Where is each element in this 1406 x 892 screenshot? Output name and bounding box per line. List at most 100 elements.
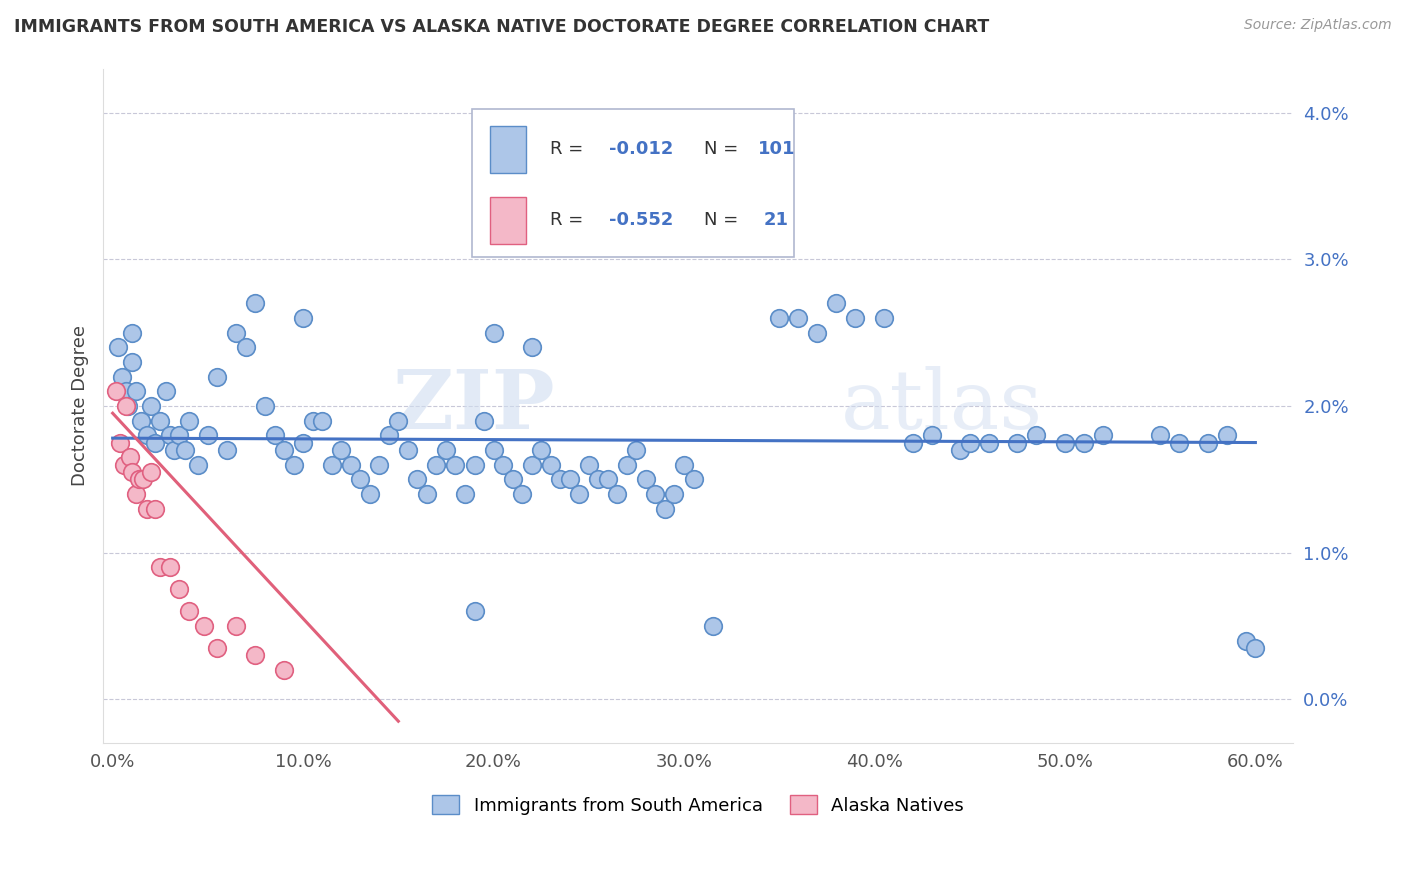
- Point: [416, 487, 439, 501]
- Point: [207, 640, 229, 655]
- Point: [454, 487, 477, 501]
- Point: [520, 458, 543, 472]
- Point: [193, 619, 215, 633]
- Point: [844, 310, 866, 325]
- Point: [548, 472, 571, 486]
- Point: [444, 458, 467, 472]
- Point: [1234, 633, 1257, 648]
- Text: 21: 21: [763, 211, 789, 229]
- Point: [283, 458, 305, 472]
- Point: [143, 435, 166, 450]
- Point: [1149, 428, 1171, 442]
- Point: [368, 458, 391, 472]
- Point: [159, 428, 181, 442]
- Point: [349, 472, 371, 486]
- Point: [463, 604, 485, 618]
- Point: [959, 435, 981, 450]
- Point: [740, 178, 762, 193]
- Point: [806, 326, 828, 340]
- Point: [463, 458, 485, 472]
- Point: [977, 435, 1000, 450]
- Point: [1244, 640, 1267, 655]
- Point: [1007, 435, 1029, 450]
- Point: [187, 458, 209, 472]
- Point: [197, 428, 219, 442]
- Point: [139, 399, 162, 413]
- Text: -0.012: -0.012: [609, 140, 673, 159]
- Point: [105, 384, 128, 399]
- Point: [136, 428, 159, 442]
- Point: [482, 326, 505, 340]
- Point: [672, 458, 695, 472]
- Point: [502, 472, 524, 486]
- Point: [112, 458, 135, 472]
- Point: [949, 442, 972, 457]
- Point: [107, 340, 129, 354]
- Point: [124, 487, 146, 501]
- Point: [121, 326, 143, 340]
- Point: [169, 428, 191, 442]
- Point: [730, 223, 752, 237]
- Point: [510, 487, 533, 501]
- Text: IMMIGRANTS FROM SOUTH AMERICA VS ALASKA NATIVE DOCTORATE DEGREE CORRELATION CHAR: IMMIGRANTS FROM SOUTH AMERICA VS ALASKA …: [14, 18, 990, 36]
- Point: [520, 340, 543, 354]
- Point: [702, 619, 724, 633]
- Point: [578, 237, 600, 252]
- Point: [387, 413, 409, 427]
- Point: [235, 340, 257, 354]
- Point: [1197, 435, 1219, 450]
- Point: [425, 458, 447, 472]
- FancyBboxPatch shape: [472, 109, 793, 258]
- Point: [128, 472, 150, 486]
- Legend: Immigrants from South America, Alaska Natives: Immigrants from South America, Alaska Na…: [425, 789, 972, 822]
- Point: [162, 442, 184, 457]
- Point: [434, 442, 457, 457]
- Y-axis label: Doctorate Degree: Doctorate Degree: [72, 326, 89, 486]
- Point: [568, 487, 591, 501]
- Point: [492, 458, 515, 472]
- Point: [588, 472, 610, 486]
- Text: atlas: atlas: [841, 366, 1043, 446]
- Point: [654, 501, 676, 516]
- Text: Source: ZipAtlas.com: Source: ZipAtlas.com: [1244, 18, 1392, 32]
- Point: [215, 442, 238, 457]
- Bar: [489, 197, 526, 244]
- Bar: [489, 126, 526, 173]
- Point: [225, 326, 247, 340]
- Point: [253, 399, 276, 413]
- Point: [540, 458, 562, 472]
- Point: [1073, 435, 1095, 450]
- Point: [634, 472, 657, 486]
- Point: [616, 458, 638, 472]
- Point: [330, 442, 353, 457]
- Text: -0.552: -0.552: [609, 211, 673, 229]
- Point: [225, 619, 247, 633]
- Point: [149, 413, 172, 427]
- Point: [245, 296, 267, 310]
- Point: [606, 487, 628, 501]
- Point: [359, 487, 381, 501]
- Point: [1025, 428, 1047, 442]
- Point: [530, 442, 553, 457]
- Point: [124, 384, 146, 399]
- Point: [406, 472, 429, 486]
- Point: [472, 413, 495, 427]
- Point: [263, 428, 285, 442]
- Text: 101: 101: [758, 140, 796, 159]
- Point: [149, 560, 172, 574]
- Text: N =: N =: [704, 211, 738, 229]
- Point: [115, 384, 138, 399]
- Point: [177, 413, 200, 427]
- Point: [482, 442, 505, 457]
- Point: [129, 413, 152, 427]
- Point: [207, 369, 229, 384]
- Point: [174, 442, 197, 457]
- Point: [901, 435, 924, 450]
- Point: [596, 472, 619, 486]
- Point: [118, 450, 141, 465]
- Point: [682, 472, 704, 486]
- Point: [644, 487, 666, 501]
- Point: [1216, 428, 1239, 442]
- Point: [111, 369, 134, 384]
- Point: [626, 442, 648, 457]
